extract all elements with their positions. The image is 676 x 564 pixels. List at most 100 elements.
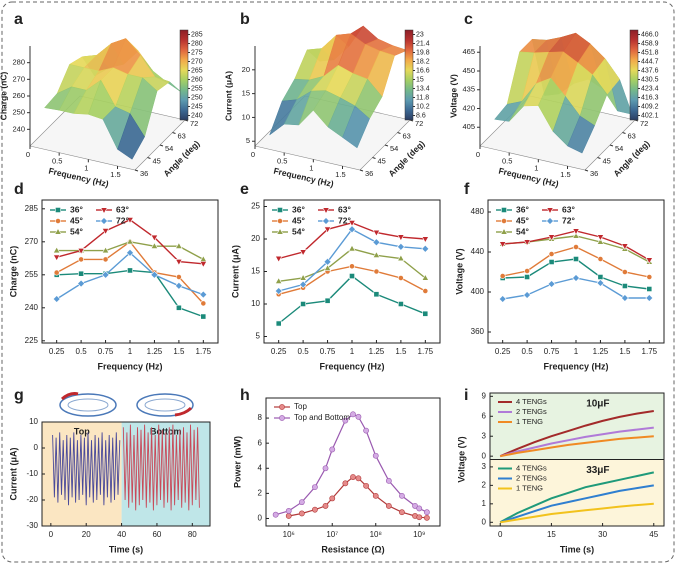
y-axis-title: Power (mW) — [232, 436, 242, 488]
y-tick — [609, 144, 614, 147]
legend-label: 63° — [116, 204, 129, 214]
z-tick-label: 405 — [462, 122, 475, 131]
marker — [421, 236, 430, 244]
marker — [349, 263, 355, 270]
x-tick-label: 1 — [84, 163, 88, 172]
x-tick-label: 10⁹ — [413, 530, 425, 539]
legend-label: 2 TENGs — [516, 473, 547, 482]
x-axis-title: Frequency (Hz) — [498, 166, 560, 189]
marker — [399, 509, 405, 516]
x-tick-label: 1.25 — [147, 347, 163, 356]
colorbar-label: 8.6 — [416, 112, 426, 119]
marker — [372, 229, 381, 237]
inset-top — [59, 392, 117, 417]
legend-label: 45° — [516, 215, 529, 225]
y-axis-title: Current (μA) — [230, 245, 240, 298]
marker — [597, 256, 604, 262]
x-tick-label: 1.5 — [395, 347, 407, 356]
marker — [348, 244, 356, 252]
x-axis-title: Resistance (Ω) — [321, 544, 384, 554]
y-tick — [359, 169, 364, 172]
legend-label: 4 TENGs — [516, 397, 547, 406]
marker — [342, 480, 349, 487]
x-tick-label: 0.5 — [277, 157, 287, 166]
marker — [501, 207, 507, 213]
y-tick-label: 4 — [258, 463, 263, 472]
marker — [299, 280, 308, 289]
x-tick-label: 1 — [128, 347, 133, 356]
marker — [52, 295, 61, 303]
colorbar-label: 13.4 — [416, 85, 430, 92]
y-tick-label: 45 — [153, 156, 161, 165]
marker — [416, 505, 423, 512]
x-tick-label: 10⁸ — [370, 530, 382, 539]
marker — [150, 270, 159, 279]
marker — [596, 234, 605, 242]
marker — [285, 508, 292, 514]
y-tick — [384, 144, 389, 147]
marker — [274, 255, 283, 263]
colorbar-label: 265 — [191, 67, 203, 74]
series-line — [499, 471, 655, 524]
subplot-background — [490, 459, 664, 526]
y-tick — [397, 132, 401, 134]
surface-patch — [567, 115, 595, 154]
marker — [100, 217, 108, 225]
colorbar-label: 437.6 — [641, 67, 659, 74]
legend-label: 63° — [338, 204, 351, 214]
x-axis-title: Time (s) — [560, 544, 594, 554]
colorbar-label: 402.1 — [641, 112, 659, 119]
y-tick — [147, 157, 151, 159]
y-tick-label: 255 — [25, 270, 39, 279]
marker — [274, 277, 283, 284]
x-tick-label: 0 — [26, 150, 30, 159]
y-tick-label: 63 — [178, 131, 186, 140]
x-tick-label: 0.75 — [544, 347, 560, 356]
y-axis-title: Charge (nC) — [8, 246, 18, 298]
marker — [546, 217, 554, 225]
marker — [547, 280, 556, 288]
marker — [524, 268, 531, 274]
inset-ring — [144, 398, 186, 412]
y-tick-label: 45 — [603, 156, 611, 165]
inset-pad — [174, 406, 193, 417]
x-tick-label: 0 — [476, 150, 480, 159]
x-tick-label: 15 — [547, 530, 556, 539]
marker — [175, 274, 182, 280]
x-tick-label: 20 — [82, 530, 91, 539]
marker — [199, 261, 208, 268]
panel-label: c — [464, 11, 473, 28]
y-tick-label: 8 — [258, 413, 263, 422]
x-tick-label: 1.75 — [418, 347, 434, 356]
y-axis-title: Voltage (V) — [456, 436, 466, 482]
marker — [322, 503, 329, 509]
colorbar-label: 250 — [191, 94, 203, 101]
marker — [501, 218, 507, 224]
inset-ring — [59, 393, 117, 417]
x-tick-label: 0.75 — [98, 347, 114, 356]
legend-label: 2 TENGs — [516, 407, 547, 416]
x-axis-title: Frequency (Hz) — [543, 361, 608, 371]
y-tick-label: 3 — [482, 431, 487, 440]
y-tick-label: 54 — [615, 144, 623, 153]
marker — [596, 279, 605, 287]
x-axis-title: Frequency (Hz) — [97, 361, 162, 371]
plot-frame — [265, 397, 441, 527]
x-tick-label: 0 — [49, 530, 54, 539]
marker — [52, 254, 61, 262]
x-axis-title: Frequency (Hz) — [319, 361, 384, 371]
colorbar-label: 11.8 — [416, 94, 429, 101]
panel-label: e — [240, 181, 249, 198]
marker — [126, 237, 134, 245]
y-tick-label: 45 — [378, 156, 386, 165]
x-tick-label: 0 — [251, 150, 255, 159]
marker — [546, 207, 554, 215]
y-tick-label: 285 — [25, 204, 39, 213]
x-tick-label: 1.5 — [335, 170, 345, 179]
x-tick-label: 1.75 — [642, 347, 658, 356]
x-tick-label: 80 — [188, 530, 197, 539]
marker — [397, 275, 404, 281]
marker — [385, 477, 392, 484]
panel-label: h — [240, 387, 250, 404]
